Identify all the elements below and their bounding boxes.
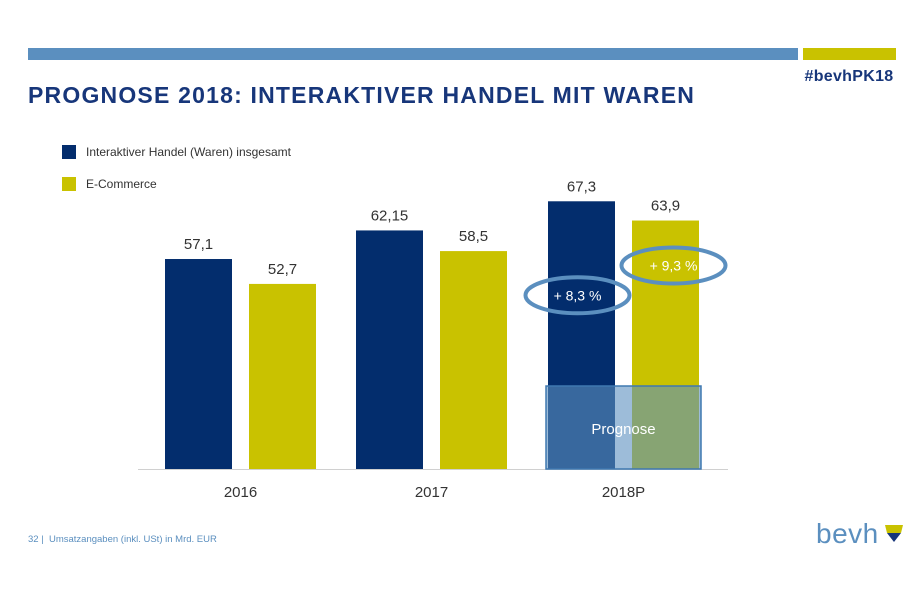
footer-separator: | [38,534,49,545]
data-label: 67,3 [567,178,596,195]
growth-highlight-ellipse [523,275,632,316]
growth-label: + 9,3 % [650,258,698,274]
hashtag-label: #bevhPK18 [804,68,894,85]
data-label: 62,15 [371,207,409,224]
chart-legend: Interaktiver Handel (Waren) insgesamt E-… [62,144,291,208]
growth-label: + 8,3 % [554,287,602,303]
header-bar-yellow [803,48,896,60]
bar-2017-series-2 [440,251,507,469]
data-label: 63,9 [651,198,680,215]
growth-highlight-ellipse [619,245,728,286]
x-tick-label: 2018P [602,484,645,501]
footer-note: 32 | Umsatzangaben (inkl. USt) in Mrd. E… [28,534,217,545]
unit-note: Umsatzangaben (inkl. USt) in Mrd. EUR [48,534,217,545]
legend-label: Interaktiver Handel (Waren) insgesamt [86,145,291,159]
legend-swatch-navy [62,145,76,159]
data-label: 58,5 [459,228,488,245]
page-number: 32 [28,534,39,545]
legend-item-series-1: Interaktiver Handel (Waren) insgesamt [62,144,291,160]
x-tick-label: 2016 [224,484,257,501]
logo-mark-icon [884,525,903,542]
legend-label: E-Commerce [86,177,157,191]
legend-item-series-2: E-Commerce [62,176,291,192]
header-bar-blue [28,48,798,60]
bevh-logo: bevh [816,520,905,548]
bar-2016-series-1 [165,259,232,469]
forecast-label: Prognose [591,421,655,438]
page-title: PROGNOSE 2018: INTERAKTIVER HANDEL MIT W… [28,82,696,108]
legend-swatch-olive [62,177,76,191]
forecast-box [545,385,702,470]
x-tick-label: 2017 [415,484,448,501]
data-label: 52,7 [268,261,297,278]
logo-text: bevh [816,518,879,549]
bar-2017-series-1 [356,230,423,469]
bar-2016-series-2 [249,283,316,469]
data-label: 57,1 [184,236,213,253]
